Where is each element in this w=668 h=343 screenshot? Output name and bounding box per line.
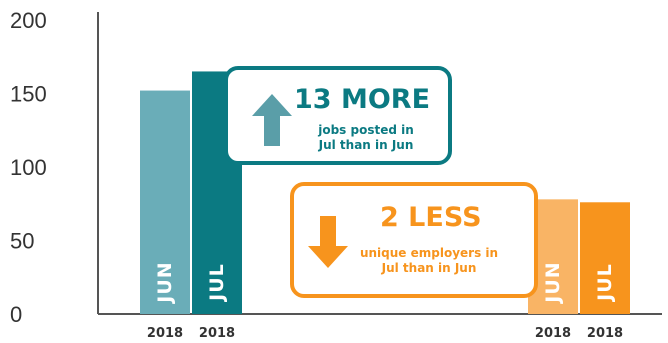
employers-subtext: unique employers in Jul than in Jun	[344, 246, 514, 276]
employers-subtext-line1: unique employers in	[359, 246, 499, 260]
bar-month-label-0-0: JUN	[154, 261, 176, 304]
bar-1-jul	[580, 202, 630, 314]
y-tick-label-2: 100	[10, 155, 47, 180]
x-tick-year-1-0: 2018	[535, 326, 571, 341]
bar-month-label-0-1: JUL	[206, 263, 228, 303]
x-tick-year-0-1: 2018	[199, 326, 235, 341]
y-tick-label-4: 200	[10, 8, 47, 33]
x-axis-year-labels: 2018 2018 2018 2018	[147, 326, 623, 341]
employers-subtext-line2: Jul than in Jun	[381, 261, 477, 275]
y-axis-ticks: 0 50 100 150 200	[10, 8, 47, 327]
y-tick-label-0: 0	[10, 302, 22, 327]
x-tick-year-1-1: 2018	[587, 326, 623, 341]
jobs-subtext: jobs posted in Jul than in Jun	[296, 123, 436, 153]
jobs-subtext-line2: Jul than in Jun	[318, 138, 414, 152]
bar-0-jun	[140, 90, 190, 314]
x-tick-year-0-0: 2018	[147, 326, 183, 341]
jobs-callout: 13 MORE jobs posted in Jul than in Jun	[224, 66, 452, 165]
down-arrow-icon	[308, 216, 348, 268]
y-tick-label-3: 150	[10, 82, 47, 107]
jobs-headline: 13 MORE	[294, 84, 431, 115]
jobs-subtext-line1: jobs posted in	[318, 123, 414, 137]
employers-callout: 2 LESS unique employers in Jul than in J…	[290, 182, 538, 298]
bar-month-label-1-1: JUL	[594, 263, 616, 303]
employers-headline: 2 LESS	[380, 202, 482, 233]
y-tick-label-1: 50	[10, 229, 34, 254]
bar-month-labels: JUN JUL JUN JUL	[154, 261, 616, 304]
bar-month-label-1-0: JUN	[542, 261, 564, 304]
up-arrow-icon	[252, 94, 292, 146]
